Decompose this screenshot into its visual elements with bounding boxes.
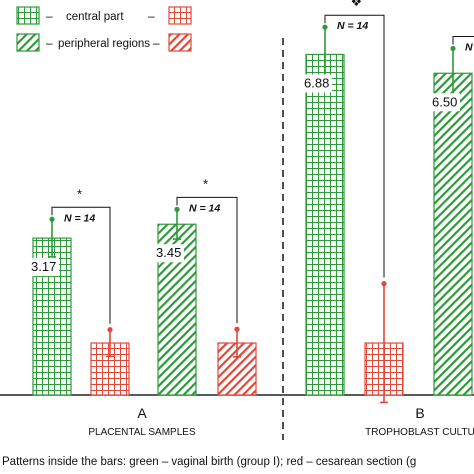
plot-area: 3.17 3.45 * N = 14 * N = 14 A PLACENTAL SAMPLES… bbox=[29, 0, 474, 438]
group-label-a: PLACENTAL SAMPLES bbox=[88, 427, 196, 438]
legend-dash-central: – bbox=[46, 9, 53, 23]
group-letter-a: A bbox=[137, 405, 147, 421]
group-label-b: TROPHOBLAST CULTU bbox=[365, 427, 474, 438]
legend-dash-peripheral: – bbox=[46, 36, 53, 50]
legend: – central part – – peripheral regions – bbox=[16, 6, 192, 52]
value-label-bg-a-1 bbox=[29, 258, 59, 277]
error-dot-b-2 bbox=[381, 281, 387, 287]
legend-label-peripheral: peripheral regions bbox=[58, 38, 150, 50]
error-dot-b-1 bbox=[322, 24, 328, 30]
significance-mark-b-1: ❖ bbox=[351, 0, 363, 9]
value-label-a-1: 3.17 bbox=[31, 259, 56, 274]
significance-bracket-a-1 bbox=[51, 206, 111, 324]
value-label-bg-a-3 bbox=[154, 244, 184, 263]
significance-bracket-a-2 bbox=[176, 196, 238, 324]
n-label-a-2: N = 14 bbox=[189, 202, 220, 214]
legend-swatch-red-hatch bbox=[168, 33, 192, 52]
legend-swatch-red-grid bbox=[168, 6, 192, 25]
bar-b-3 bbox=[433, 72, 473, 396]
error-dot-a-3 bbox=[174, 206, 180, 212]
significance-mark-a-2: * bbox=[203, 176, 208, 191]
legend-label-central: central part bbox=[66, 11, 124, 23]
value-label-b-1: 6.88 bbox=[304, 75, 329, 90]
figure-caption: Patterns inside the bars: green – vagina… bbox=[2, 456, 417, 468]
n-label-a-1: N = 14 bbox=[64, 212, 95, 224]
bar-b-1 bbox=[305, 53, 345, 396]
significance-bracket-b-1 bbox=[324, 14, 385, 278]
bar-a-2 bbox=[90, 342, 130, 396]
legend-swatch-green-grid bbox=[16, 6, 40, 25]
significance-bracket-b-2 bbox=[452, 36, 474, 45]
legend-dash-central-red: – bbox=[148, 9, 155, 23]
value-label-bg-b-1 bbox=[302, 74, 332, 93]
error-dot-a-1 bbox=[49, 216, 55, 222]
value-label-a-3: 3.45 bbox=[156, 245, 181, 260]
n-label-b-1: N = 14 bbox=[337, 20, 368, 32]
legend-dash-peripheral-red: – bbox=[153, 36, 160, 50]
n-label-b-2: N bbox=[465, 42, 473, 54]
group-letter-b: B bbox=[415, 405, 424, 421]
error-dot-b-3 bbox=[450, 45, 456, 52]
value-label-bg-b-3 bbox=[430, 93, 460, 112]
error-dot-a-2 bbox=[107, 327, 113, 333]
error-dot-a-4 bbox=[234, 326, 240, 332]
legend-swatch-green-hatch bbox=[16, 33, 40, 52]
value-label-b-3: 6.50 bbox=[432, 94, 457, 109]
significance-mark-a-1: * bbox=[77, 186, 82, 201]
